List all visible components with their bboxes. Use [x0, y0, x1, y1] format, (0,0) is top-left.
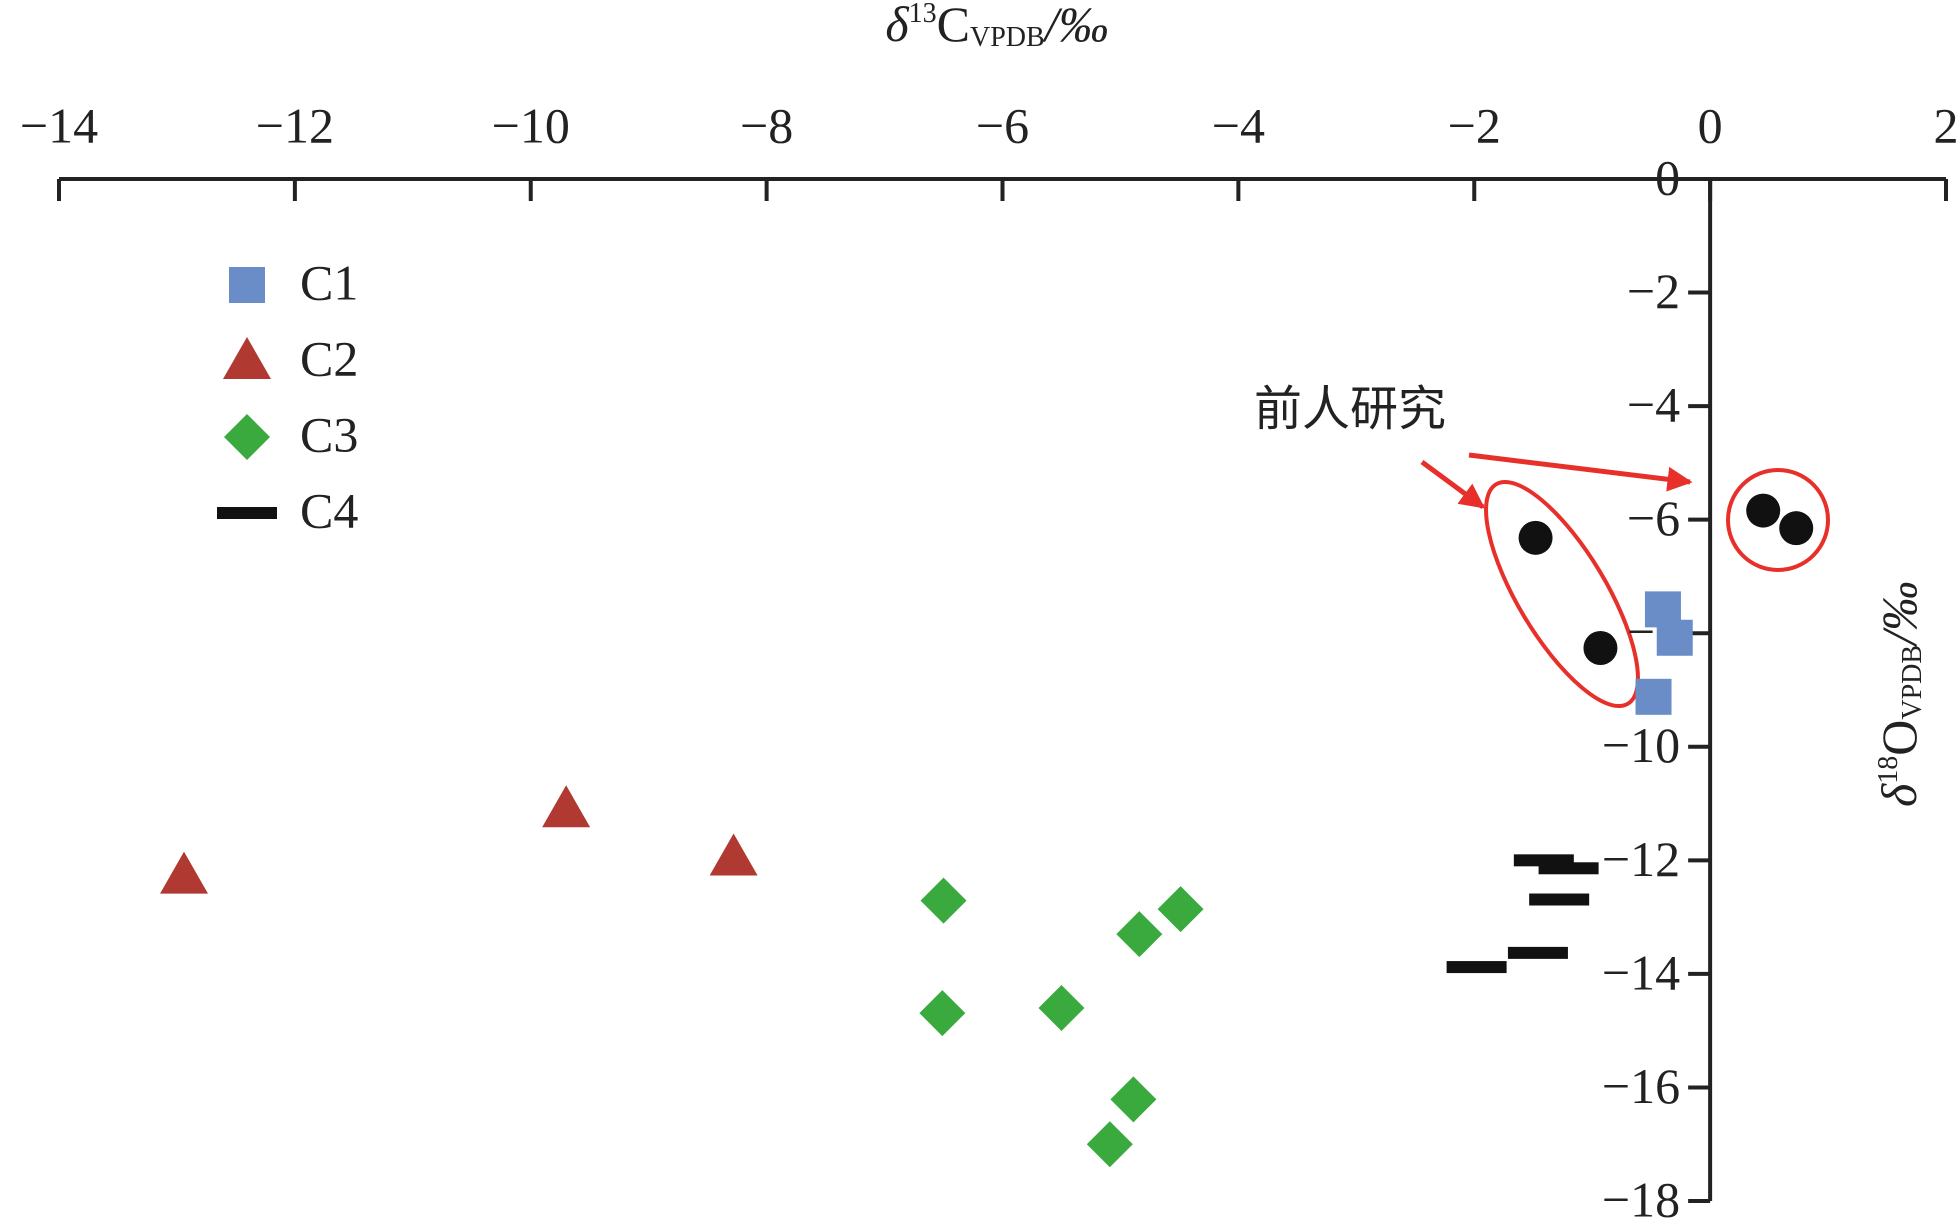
y-tick-label: −4 — [1627, 377, 1680, 433]
point — [1086, 1121, 1133, 1168]
point — [1518, 520, 1553, 555]
x-tick-label: −6 — [976, 97, 1029, 153]
y-tick-label: 0 — [1655, 149, 1680, 205]
legend-marker — [217, 507, 277, 519]
legend-label: C4 — [300, 482, 358, 538]
x-tick-label: 0 — [1698, 97, 1723, 153]
point — [920, 877, 967, 924]
y-tick-label: −6 — [1627, 490, 1680, 546]
x-tick-label: −2 — [1448, 97, 1501, 153]
y-tick-label: −18 — [1602, 1171, 1680, 1223]
x-tick-label: −10 — [492, 97, 570, 153]
y-tick-label: −16 — [1602, 1058, 1680, 1114]
y-tick-label: −14 — [1602, 944, 1680, 1000]
x-tick-label: 2 — [1934, 97, 1959, 153]
point — [1529, 893, 1590, 906]
point — [1746, 493, 1781, 528]
point — [1538, 862, 1599, 875]
legend-marker — [223, 337, 271, 379]
y-tick-label: −10 — [1602, 717, 1680, 773]
legend-marker — [224, 414, 270, 460]
point — [1110, 1076, 1157, 1123]
point — [1656, 619, 1693, 656]
y-tick-label: −2 — [1627, 263, 1680, 319]
point — [1635, 678, 1672, 715]
point — [919, 990, 966, 1037]
legend-label: C1 — [300, 254, 358, 310]
x-tick-label: −4 — [1212, 97, 1265, 153]
y-tick-label: −12 — [1602, 831, 1680, 887]
x-tick-label: −8 — [740, 97, 793, 153]
point — [542, 785, 591, 828]
point — [1157, 886, 1204, 933]
point — [160, 851, 209, 894]
point — [1038, 984, 1085, 1031]
point — [709, 833, 758, 876]
point — [1507, 946, 1568, 959]
point — [1446, 961, 1507, 974]
point — [1116, 911, 1163, 958]
annotation: 前人研究 — [1254, 381, 1446, 437]
x-tick-label: −12 — [256, 97, 334, 153]
highlight-circle — [1726, 468, 1830, 572]
x-axis-title: δ13CVPDB/‰ — [885, 0, 1108, 53]
point — [1583, 630, 1618, 665]
legend-label: C2 — [300, 330, 358, 386]
x-tick-label: −14 — [20, 97, 98, 153]
arrow — [1420, 459, 1486, 510]
point — [1779, 511, 1814, 546]
legend-marker — [229, 267, 265, 303]
arrow — [1468, 452, 1693, 492]
y-axis-title: δ18OVPDB/‰ — [1871, 581, 1928, 807]
legend-label: C3 — [300, 406, 358, 462]
highlight-ellipse — [1484, 479, 1640, 709]
